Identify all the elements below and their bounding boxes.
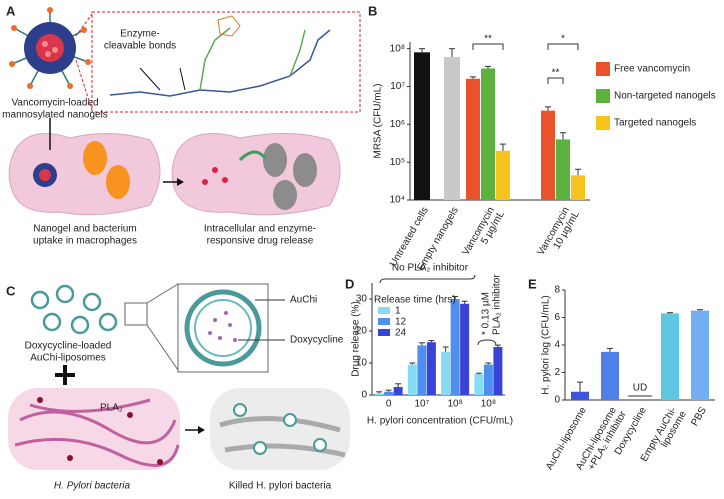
x-tick-label: PBS (689, 405, 709, 428)
nanogel-label: Vancomycin-loaded (11, 98, 98, 109)
legend-swatch (378, 307, 390, 314)
bar (426, 342, 436, 395)
bar (417, 345, 427, 395)
bar (661, 313, 679, 400)
value-label: UD (633, 383, 647, 394)
y-tick-label: 8 (554, 285, 560, 296)
auchi-label: AuChi (290, 295, 317, 306)
step-label: Nanogel and bacterium (33, 224, 136, 235)
bar (393, 387, 403, 395)
bar (460, 303, 470, 395)
legend-swatch (378, 329, 390, 336)
significance-label: * (561, 34, 565, 45)
legend-label: Targeted nanogels (614, 118, 696, 129)
y-tick-label: 0 (361, 390, 367, 401)
legend-label: 24 (395, 328, 407, 339)
group-brace (379, 274, 476, 284)
significance-label: ** (484, 34, 492, 45)
bar (691, 310, 709, 400)
legend-swatch (596, 89, 610, 103)
y-tick-label: 4 (554, 340, 560, 351)
bar (541, 110, 555, 200)
legend-title: Release time (hrs) (374, 295, 456, 306)
bond-label: cleavable bonds (104, 41, 176, 52)
legend-label: 1 (395, 306, 401, 317)
legend-swatch (596, 62, 610, 76)
y-axis-title: H. pylori log (CFU/mL) (541, 295, 552, 394)
x-tick-label: 10⁸ (447, 399, 462, 410)
y-tick-label: 10⁶ (390, 119, 405, 130)
bar (384, 391, 394, 395)
pla2-label: PLA₂ (100, 403, 123, 414)
killed-label: Killed H. pylori bacteria (229, 481, 332, 492)
y-tick-label: 10⁵ (390, 157, 405, 168)
y-tick-label: 10⁴ (390, 195, 405, 206)
step-label: uptake in macrophages (33, 236, 137, 247)
panel-label: D (345, 276, 354, 291)
significance-label: ** (552, 68, 560, 79)
panel-label: B (368, 3, 377, 18)
liposome-label: AuChi-liposomes (30, 353, 106, 364)
y-tick-label: 6 (554, 312, 560, 323)
bar (444, 57, 460, 200)
bar (441, 351, 451, 395)
panel-label: E (528, 276, 537, 291)
bar (493, 347, 503, 395)
group-brace (477, 339, 497, 346)
bar (496, 150, 510, 200)
x-axis-title: H. pylori concentration (CFU/mL) (367, 416, 513, 427)
nanogel-label: mannosylated nanogels (2, 110, 108, 121)
bar (571, 175, 585, 200)
y-tick-label: 20 (356, 326, 368, 337)
step-label: Intracellular and enzyme- (204, 224, 316, 235)
annotation: PLA₂ inhibitor (492, 274, 503, 335)
y-tick-label: 10⁸ (390, 43, 405, 54)
panel-label: C (6, 283, 16, 298)
legend-label: 12 (395, 317, 407, 328)
bar (483, 364, 493, 395)
legend-swatch (596, 116, 610, 130)
x-tick-label: 10⁸ (481, 399, 496, 410)
bar (474, 374, 484, 395)
panel-label: A (6, 3, 16, 18)
y-axis-title: MRSA (CFU/mL) (373, 84, 384, 159)
liposome-label: Doxycycline-loaded (25, 341, 112, 352)
x-tick-label: 10⁷ (415, 399, 430, 410)
y-tick-label: 2 (554, 367, 560, 378)
y-tick-label: 30 (356, 294, 368, 305)
step-label: responsive drug release (207, 236, 314, 247)
bar (450, 299, 460, 395)
y-axis-title: Drug release (%) (351, 301, 362, 377)
bacteria-label: H. Pylori bacteria (54, 481, 131, 492)
annotation: * 0.13 µM (481, 292, 492, 335)
annotation: No PLA₂ inhibitor (392, 263, 469, 274)
y-tick-label: 10⁷ (390, 81, 405, 92)
significance-bracket (547, 77, 564, 84)
y-tick-label: 10 (356, 358, 368, 369)
doxy-label: Doxycycline (290, 335, 344, 346)
significance-bracket (547, 43, 579, 50)
bond-label: Enzyme- (120, 29, 159, 40)
bar (466, 78, 480, 200)
bar (556, 139, 570, 200)
legend-label: Non-targeted nanogels (614, 91, 716, 102)
legend-swatch (378, 318, 390, 325)
bar (481, 68, 495, 200)
significance-bracket (472, 43, 504, 50)
legend-label: Free vancomycin (614, 64, 690, 75)
bar (374, 393, 384, 395)
x-tick-label: 0 (386, 399, 392, 410)
bar (414, 52, 430, 201)
y-tick-label: 0 (554, 395, 560, 406)
bar (407, 364, 417, 395)
panel-a-art (8, 7, 361, 216)
bar (571, 391, 589, 400)
bar (601, 351, 619, 400)
panel-c-art (8, 283, 350, 470)
